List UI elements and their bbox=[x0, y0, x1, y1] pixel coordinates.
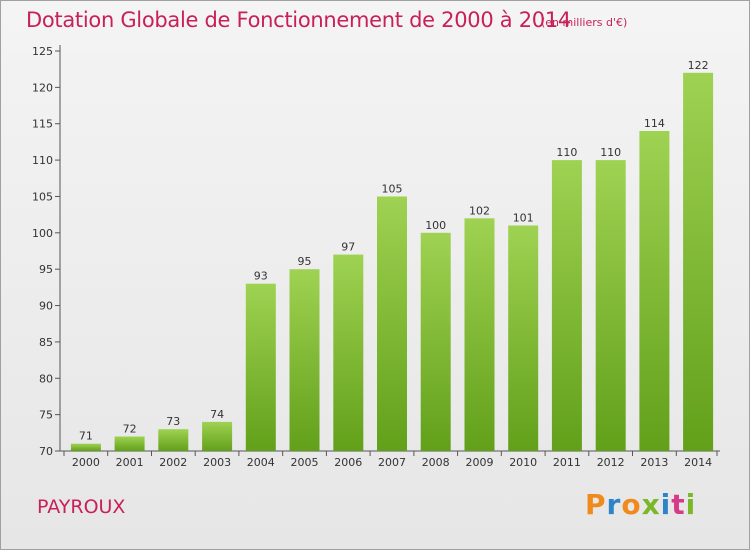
bar-2012 bbox=[595, 160, 626, 451]
x-tick-label: 2002 bbox=[159, 456, 187, 469]
chart-unit: (en milliers d'€) bbox=[541, 16, 628, 29]
x-tick-label: 2000 bbox=[72, 456, 100, 469]
bar-value-label: 93 bbox=[254, 270, 268, 283]
bar-2004 bbox=[245, 283, 276, 451]
brand-letter: x bbox=[641, 488, 661, 521]
x-tick-label: 2001 bbox=[116, 456, 144, 469]
bar-value-label: 71 bbox=[79, 430, 93, 443]
bar-2013 bbox=[639, 131, 670, 451]
bars: 71 72 73 74 93 95 97 105 100 102 101 110 110 114 122 bbox=[70, 59, 714, 452]
x-tick-label: 2003 bbox=[203, 456, 231, 469]
x-tick-label: 2007 bbox=[378, 456, 406, 469]
bar-2011 bbox=[551, 160, 582, 451]
bar-2001 bbox=[114, 436, 145, 451]
y-tick-label: 120 bbox=[32, 81, 53, 94]
bar-value-label: 122 bbox=[688, 59, 709, 72]
x-tick-label: 2008 bbox=[422, 456, 450, 469]
brand-letter: i bbox=[660, 488, 672, 521]
bar-2005 bbox=[289, 269, 320, 451]
y-tick-label: 85 bbox=[39, 336, 53, 349]
brand-letter: i bbox=[685, 488, 697, 521]
x-tick-label: 2012 bbox=[597, 456, 625, 469]
bar-value-label: 74 bbox=[210, 408, 224, 421]
bar-value-label: 110 bbox=[600, 146, 621, 159]
bar-value-label: 110 bbox=[556, 146, 577, 159]
bar-value-label: 73 bbox=[166, 415, 180, 428]
x-axis: 2000 2001 2002 2003 2004 2005 2006 2007 2008 2009… bbox=[60, 450, 720, 469]
y-tick-label: 105 bbox=[32, 190, 53, 203]
brand-letter: t bbox=[671, 488, 686, 521]
bar-2010 bbox=[508, 225, 539, 451]
x-tick-label: 2010 bbox=[509, 456, 537, 469]
y-tick-label: 75 bbox=[39, 409, 53, 422]
y-tick-label: 95 bbox=[39, 263, 53, 276]
bar-2009 bbox=[464, 218, 495, 451]
x-tick-label: 2011 bbox=[553, 456, 581, 469]
brand-letter: P bbox=[585, 488, 607, 521]
brand-letter: r bbox=[606, 488, 622, 521]
bar-2000 bbox=[70, 443, 101, 451]
proxiti-logo[interactable]: Proxiti bbox=[585, 488, 696, 521]
y-tick-label: 125 bbox=[32, 45, 53, 58]
commune-name: PAYROUX bbox=[37, 496, 126, 518]
bar-value-label: 102 bbox=[469, 204, 490, 217]
y-tick-label: 100 bbox=[32, 227, 53, 240]
bar-2002 bbox=[158, 429, 189, 451]
bar-value-label: 72 bbox=[123, 423, 137, 436]
bar-value-label: 114 bbox=[644, 117, 665, 130]
x-tick-label: 2013 bbox=[640, 456, 668, 469]
x-tick-label: 2009 bbox=[466, 456, 494, 469]
bar-value-label: 105 bbox=[382, 183, 403, 196]
x-tick-label: 2005 bbox=[291, 456, 319, 469]
brand-letter: o bbox=[621, 488, 642, 521]
bar-2008 bbox=[420, 232, 451, 451]
chart-title: Dotation Globale de Fonctionnement de 20… bbox=[26, 8, 571, 32]
y-tick-label: 80 bbox=[39, 372, 53, 385]
bar-value-label: 97 bbox=[341, 241, 355, 254]
y-tick-label: 90 bbox=[39, 300, 53, 313]
bar-value-label: 101 bbox=[513, 212, 534, 225]
y-tick-label: 70 bbox=[39, 445, 53, 458]
bar-2003 bbox=[202, 421, 233, 451]
x-tick-label: 2014 bbox=[684, 456, 712, 469]
bar-value-label: 100 bbox=[425, 219, 446, 232]
bar-value-label: 95 bbox=[298, 255, 312, 268]
bar-2014 bbox=[683, 72, 714, 452]
y-tick-label: 115 bbox=[32, 118, 53, 131]
bar-2007 bbox=[377, 196, 407, 451]
x-tick-label: 2004 bbox=[247, 456, 275, 469]
y-axis: 70 75 80 85 90 95 100 105 110 115 120 125 bbox=[32, 45, 61, 458]
y-tick-label: 110 bbox=[32, 154, 53, 167]
x-tick-label: 2006 bbox=[334, 456, 362, 469]
bar-2006 bbox=[333, 254, 364, 451]
